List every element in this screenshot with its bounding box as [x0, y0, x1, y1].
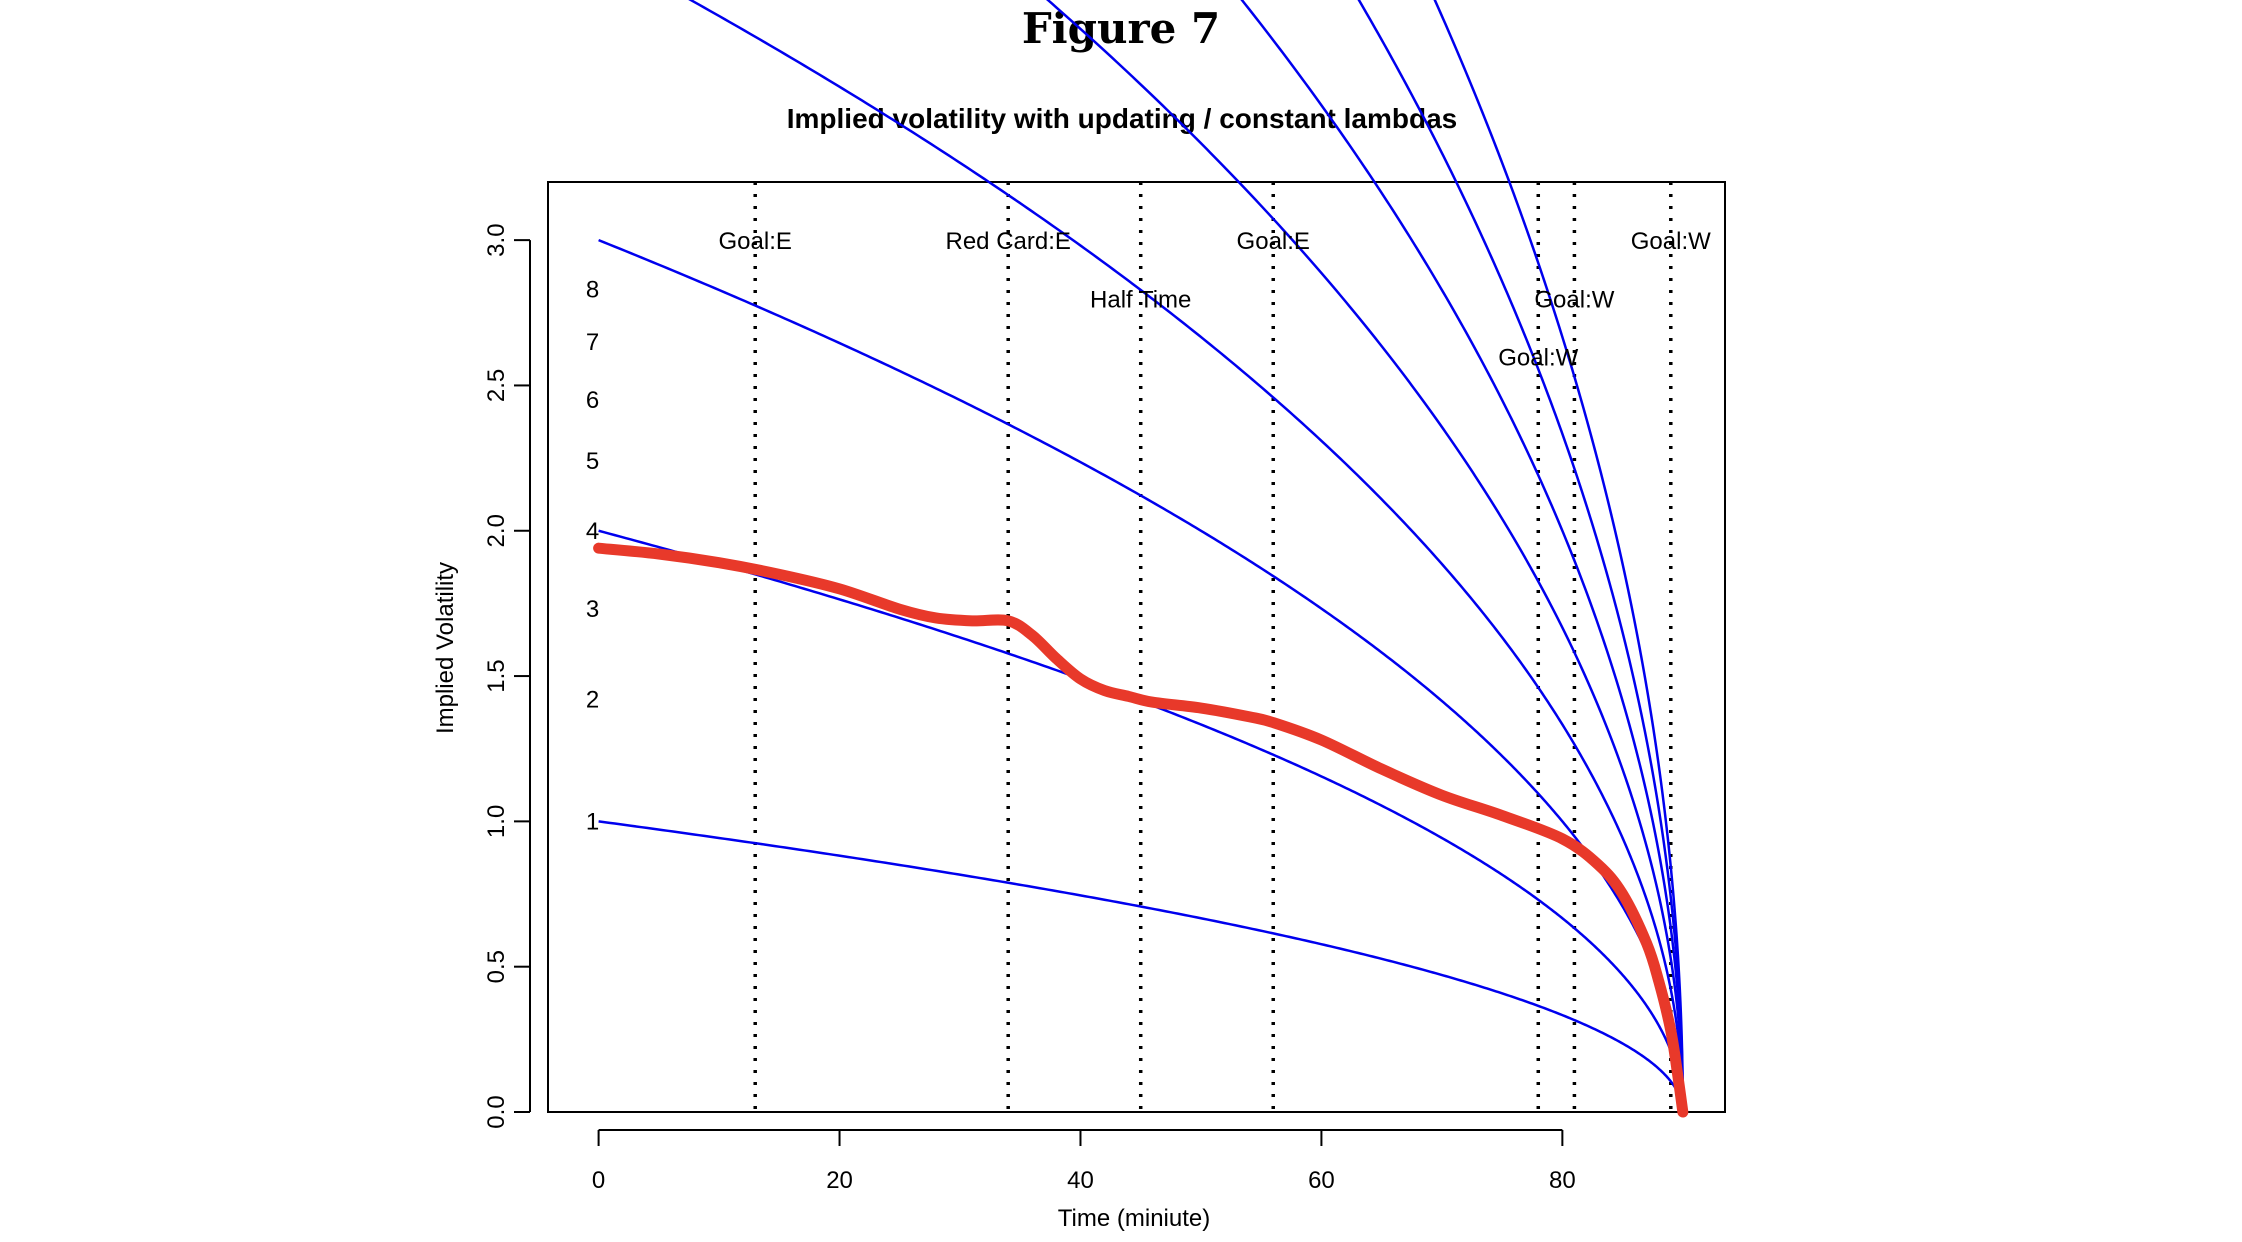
figure-title: Figure 7 — [1021, 4, 1221, 53]
y-tick-label: 1.5 — [483, 659, 510, 692]
event-label: Goal:W — [1534, 286, 1614, 313]
lambda-label: 3 — [586, 596, 599, 623]
x-tick-label: 0 — [592, 1167, 605, 1194]
event-label: Goal:E — [719, 228, 792, 255]
event-lines — [753, 182, 1673, 1112]
y-tick-label: 1.0 — [483, 805, 510, 838]
y-tick-label: 2.0 — [483, 514, 510, 547]
y-tick-label: 3.0 — [483, 223, 510, 256]
lambda-label: 5 — [586, 448, 599, 475]
lambda-label: 1 — [586, 808, 599, 835]
event-label: Goal:W — [1498, 344, 1578, 371]
y-axis: 0.0 0.5 1.0 1.5 2.0 2.5 3.0 — [483, 223, 531, 1129]
constant-lambda-line — [1240, 0, 1685, 1113]
constant-lambda-line — [1357, 0, 1685, 1113]
x-tick-label: 80 — [1549, 1167, 1576, 1194]
updating-lambda-line — [593, 542, 1689, 1118]
x-tick-label: 40 — [1067, 1167, 1094, 1194]
plot-frame — [547, 181, 1726, 1113]
constant-lambda-curves — [598, 0, 1685, 1113]
lambda-label: 4 — [586, 518, 599, 545]
lambda-label: 8 — [586, 277, 599, 304]
constant-lambda-line — [1433, 0, 1685, 1113]
event-label: Goal:W — [1631, 228, 1711, 255]
event-label: Half Time — [1090, 286, 1191, 313]
lambda-label: 2 — [586, 686, 599, 713]
y-tick-label: 2.5 — [483, 369, 510, 402]
x-axis-label: Time (miniute) — [1058, 1205, 1210, 1232]
lambda-labels: 1 2 3 4 5 6 7 8 — [586, 277, 599, 836]
constant-lambda-line — [688, 0, 1685, 1113]
lambda-label: 7 — [586, 329, 599, 356]
constant-lambda-line — [598, 820, 1685, 1113]
event-label: Goal:E — [1237, 228, 1310, 255]
constant-lambda-line — [598, 529, 1685, 1113]
chart-title: Implied volatility with updating / const… — [787, 103, 1458, 134]
y-tick-label: 0.5 — [483, 950, 510, 983]
x-tick-label: 60 — [1308, 1167, 1335, 1194]
x-tick-label: 20 — [826, 1167, 853, 1194]
event-labels: Goal:E Red Card:E Half Time Goal:E Goal:W Goa… — [719, 228, 1712, 371]
event-label: Red Card:E — [946, 228, 1071, 255]
y-tick-label: 0.0 — [483, 1095, 510, 1128]
y-axis-label: Implied Volatility — [432, 562, 459, 734]
constant-lambda-line — [1045, 0, 1685, 1113]
updating-lambda-curve — [593, 542, 1689, 1118]
lambda-label: 6 — [586, 387, 599, 414]
x-axis: 0 20 40 60 80 — [592, 1129, 1576, 1194]
